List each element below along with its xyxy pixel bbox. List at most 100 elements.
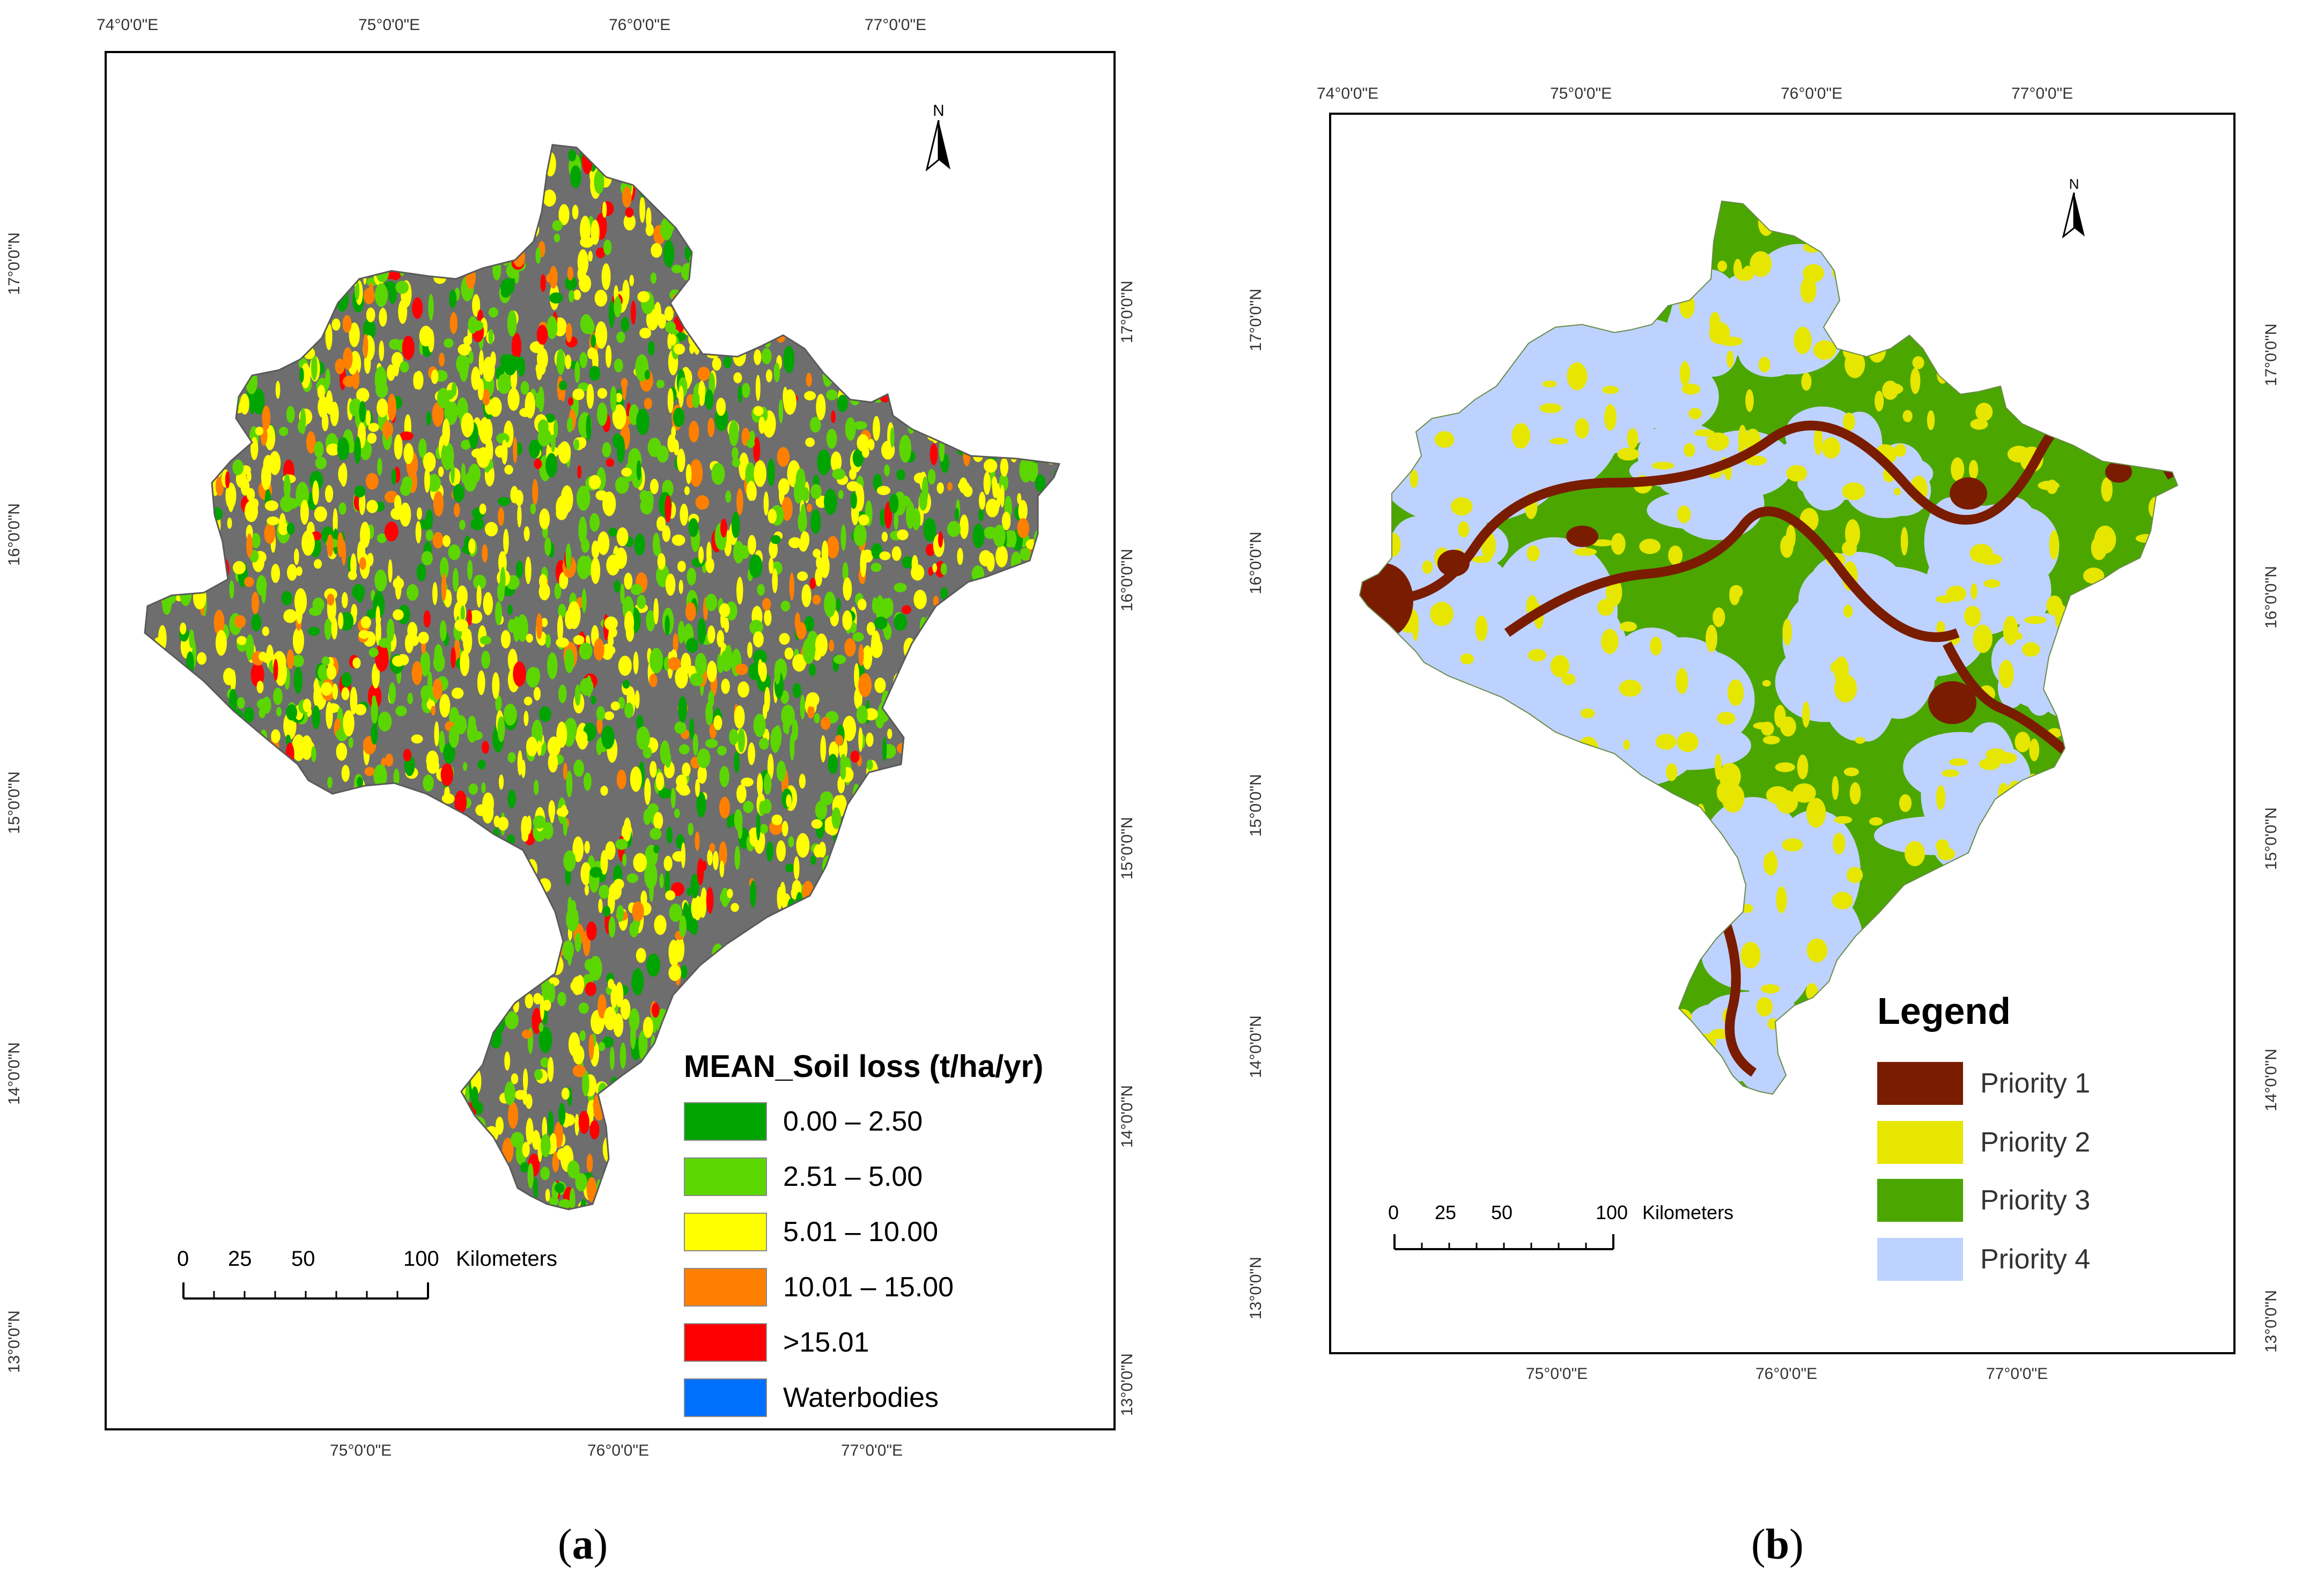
soil-loss-patch	[478, 224, 488, 240]
soil-loss-patch	[696, 145, 707, 166]
soil-loss-patch	[258, 984, 269, 1010]
priority-2-patch	[1360, 763, 1380, 783]
soil-loss-patch	[647, 803, 659, 815]
soil-loss-patch	[573, 635, 585, 645]
soil-loss-patch	[1001, 180, 1008, 206]
priority-2-patch	[1422, 560, 1433, 574]
soil-loss-patch	[188, 1119, 198, 1140]
soil-loss-patch	[385, 890, 393, 917]
soil-loss-patch	[763, 285, 777, 310]
soil-loss-patch	[339, 265, 345, 276]
soil-loss-patch	[1047, 496, 1058, 505]
soil-loss-patch	[221, 283, 229, 293]
soil-loss-patch	[653, 811, 663, 830]
soil-loss-patch	[153, 262, 167, 283]
soil-loss-patch	[923, 206, 936, 230]
priority-2-patch	[1706, 432, 1729, 451]
soil-loss-patch	[440, 145, 452, 165]
soil-loss-patch	[587, 145, 594, 157]
soil-loss-patch	[664, 306, 674, 321]
soil-loss-patch	[146, 801, 158, 818]
priority-2-patch	[1973, 624, 1993, 653]
soil-loss-patch	[728, 282, 736, 301]
soil-loss-patch	[814, 982, 827, 992]
soil-loss-patch	[849, 468, 857, 480]
soil-loss-patch	[350, 687, 358, 715]
soil-loss-patch	[504, 464, 513, 475]
soil-loss-patch	[771, 814, 783, 825]
soil-loss-patch	[634, 534, 645, 556]
priority-2-patch	[1705, 624, 1717, 652]
soil-loss-patch	[994, 173, 1005, 186]
soil-loss-patch	[785, 864, 794, 873]
soil-loss-patch	[158, 1104, 172, 1128]
soil-loss-patch	[548, 977, 559, 986]
soil-loss-patch	[629, 275, 634, 286]
soil-loss-patch	[388, 682, 396, 704]
soil-loss-patch	[674, 993, 685, 1020]
soil-loss-patch	[759, 824, 769, 834]
soil-loss-patch	[187, 1096, 192, 1120]
soil-loss-patch	[1047, 610, 1057, 621]
soil-loss-patch	[1031, 861, 1039, 883]
soil-loss-patch	[385, 163, 399, 173]
soil-loss-patch	[439, 1151, 444, 1178]
soil-loss-patch	[1031, 235, 1044, 248]
soil-loss-patch	[897, 529, 909, 541]
soil-loss-patch	[312, 1132, 319, 1147]
soil-loss-patch	[313, 305, 323, 317]
soil-loss-patch	[405, 877, 419, 902]
soil-loss-patch	[713, 182, 722, 198]
soil-loss-patch	[278, 146, 285, 170]
soil-loss-patch	[232, 814, 240, 830]
soil-loss-patch	[596, 706, 606, 721]
soil-loss-patch	[269, 451, 281, 475]
soil-loss-patch	[741, 777, 754, 787]
soil-loss-patch	[939, 786, 947, 801]
soil-loss-patch	[308, 626, 320, 636]
soil-loss-patch	[272, 149, 285, 160]
soil-loss-patch	[166, 893, 178, 919]
soil-loss-patch	[935, 985, 949, 995]
soil-loss-patch	[648, 1137, 659, 1164]
soil-loss-patch	[398, 299, 408, 324]
soil-loss-patch	[901, 345, 906, 369]
soil-loss-patch	[676, 177, 690, 196]
soil-loss-patch	[838, 250, 847, 271]
soil-loss-patch	[318, 396, 329, 418]
soil-loss-patch	[349, 810, 363, 824]
soil-loss-patch	[307, 307, 315, 326]
soil-loss-patch	[815, 567, 823, 587]
soil-loss-patch	[355, 704, 367, 715]
soil-loss-patch	[998, 402, 1012, 416]
soil-loss-patch	[145, 917, 153, 932]
soil-loss-patch	[973, 1114, 983, 1142]
soil-loss-patch	[300, 499, 309, 525]
soil-loss-patch	[786, 197, 795, 222]
priority-2-patch	[2073, 327, 2087, 346]
soil-loss-patch	[399, 1071, 408, 1083]
soil-loss-patch	[522, 1141, 530, 1157]
soil-loss-patch	[311, 207, 323, 234]
soil-loss-patch	[1005, 699, 1013, 726]
soil-loss-patch	[260, 160, 272, 187]
soil-loss-patch	[534, 1069, 543, 1080]
priority-2-patch	[1561, 673, 1576, 685]
soil-loss-patch	[354, 436, 361, 464]
soil-loss-patch	[345, 252, 358, 267]
soil-loss-patch	[336, 216, 346, 225]
soil-loss-patch	[367, 163, 373, 190]
soil-loss-patch	[195, 729, 208, 746]
soil-loss-patch	[917, 820, 928, 832]
priority-2-patch	[1869, 817, 1883, 826]
soil-loss-patch	[337, 826, 347, 854]
soil-loss-patch	[852, 182, 865, 210]
soil-loss-patch	[267, 1174, 274, 1192]
soil-loss-patch	[688, 518, 699, 537]
soil-loss-patch	[170, 1162, 177, 1177]
soil-loss-patch	[533, 779, 539, 795]
soil-loss-patch	[316, 889, 329, 912]
priority-2-patch	[2031, 342, 2048, 361]
priority-2-patch	[1745, 455, 1767, 466]
soil-loss-patch	[195, 222, 205, 239]
